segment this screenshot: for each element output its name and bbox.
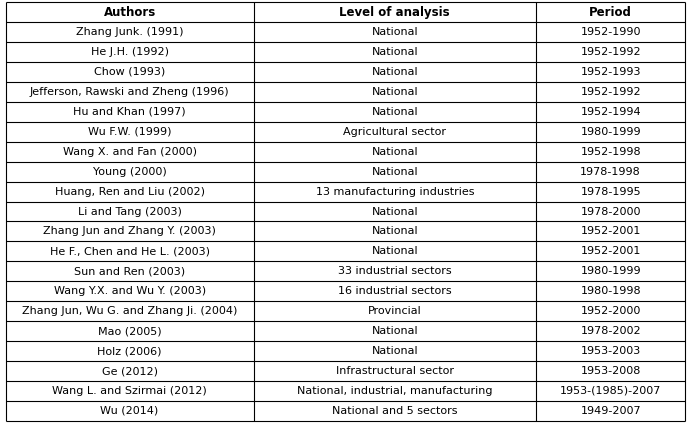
Text: Huang, Ren and Liu (2002): Huang, Ren and Liu (2002) bbox=[55, 187, 205, 197]
Text: 1980-1999: 1980-1999 bbox=[580, 127, 641, 137]
Text: Young (2000): Young (2000) bbox=[93, 167, 167, 177]
Text: National: National bbox=[372, 107, 418, 117]
Text: Chow (1993): Chow (1993) bbox=[94, 67, 165, 77]
Text: 1978-1998: 1978-1998 bbox=[580, 167, 641, 177]
Text: National: National bbox=[372, 246, 418, 256]
Text: Zhang Jun, Wu G. and Zhang Ji. (2004): Zhang Jun, Wu G. and Zhang Ji. (2004) bbox=[22, 306, 237, 316]
Text: National: National bbox=[372, 226, 418, 236]
Text: Infrastructural sector: Infrastructural sector bbox=[336, 366, 454, 376]
Text: National, industrial, manufacturing: National, industrial, manufacturing bbox=[297, 386, 493, 396]
Text: 1953-2003: 1953-2003 bbox=[580, 346, 641, 356]
Text: 1980-1999: 1980-1999 bbox=[580, 266, 641, 276]
Text: 1978-1995: 1978-1995 bbox=[580, 187, 641, 197]
Text: National: National bbox=[372, 47, 418, 57]
Text: 16 industrial sectors: 16 industrial sectors bbox=[338, 286, 452, 296]
Text: 1952-2001: 1952-2001 bbox=[580, 246, 641, 256]
Text: National: National bbox=[372, 326, 418, 336]
Text: 13 manufacturing industries: 13 manufacturing industries bbox=[316, 187, 474, 197]
Text: Ge (2012): Ge (2012) bbox=[102, 366, 158, 376]
Text: 1953-(1985)-2007: 1953-(1985)-2007 bbox=[560, 386, 661, 396]
Text: 1949-2007: 1949-2007 bbox=[580, 406, 641, 416]
Text: National: National bbox=[372, 27, 418, 37]
Text: National: National bbox=[372, 167, 418, 177]
Text: Sun and Ren (2003): Sun and Ren (2003) bbox=[74, 266, 185, 276]
Text: National: National bbox=[372, 67, 418, 77]
Text: Wang X. and Fan (2000): Wang X. and Fan (2000) bbox=[63, 147, 197, 157]
Text: 1952-2001: 1952-2001 bbox=[580, 226, 641, 236]
Text: Wang L. and Szirmai (2012): Wang L. and Szirmai (2012) bbox=[53, 386, 207, 396]
Text: Wu F.W. (1999): Wu F.W. (1999) bbox=[88, 127, 171, 137]
Text: Wu (2014): Wu (2014) bbox=[100, 406, 159, 416]
Text: 1952-1992: 1952-1992 bbox=[580, 47, 641, 57]
Text: National: National bbox=[372, 147, 418, 157]
Text: 1978-2000: 1978-2000 bbox=[580, 206, 641, 217]
Text: Zhang Jun and Zhang Y. (2003): Zhang Jun and Zhang Y. (2003) bbox=[43, 226, 216, 236]
Text: Mao (2005): Mao (2005) bbox=[98, 326, 162, 336]
Text: Authors: Authors bbox=[104, 5, 155, 19]
Text: National: National bbox=[372, 87, 418, 97]
Text: Jefferson, Rawski and Zheng (1996): Jefferson, Rawski and Zheng (1996) bbox=[30, 87, 229, 97]
Text: Hu and Khan (1997): Hu and Khan (1997) bbox=[73, 107, 186, 117]
Text: Agricultural sector: Agricultural sector bbox=[343, 127, 446, 137]
Text: 1952-1994: 1952-1994 bbox=[580, 107, 641, 117]
Text: 1953-2008: 1953-2008 bbox=[580, 366, 641, 376]
Text: National and 5 sectors: National and 5 sectors bbox=[332, 406, 457, 416]
Text: 1980-1998: 1980-1998 bbox=[580, 286, 641, 296]
Text: Provincial: Provincial bbox=[368, 306, 422, 316]
Text: Li and Tang (2003): Li and Tang (2003) bbox=[77, 206, 182, 217]
Text: Holz (2006): Holz (2006) bbox=[97, 346, 162, 356]
Text: 1952-1998: 1952-1998 bbox=[580, 147, 641, 157]
Text: 1952-2000: 1952-2000 bbox=[580, 306, 641, 316]
Text: Period: Period bbox=[589, 5, 632, 19]
Text: National: National bbox=[372, 346, 418, 356]
Text: 33 industrial sectors: 33 industrial sectors bbox=[338, 266, 452, 276]
Text: 1952-1992: 1952-1992 bbox=[580, 87, 641, 97]
Text: Level of analysis: Level of analysis bbox=[339, 5, 450, 19]
Text: 1952-1993: 1952-1993 bbox=[580, 67, 641, 77]
Text: He F., Chen and He L. (2003): He F., Chen and He L. (2003) bbox=[50, 246, 209, 256]
Text: National: National bbox=[372, 206, 418, 217]
Text: Wang Y.X. and Wu Y. (2003): Wang Y.X. and Wu Y. (2003) bbox=[54, 286, 206, 296]
Text: 1978-2002: 1978-2002 bbox=[580, 326, 641, 336]
Text: 1952-1990: 1952-1990 bbox=[580, 27, 641, 37]
Text: He J.H. (1992): He J.H. (1992) bbox=[91, 47, 169, 57]
Text: Zhang Junk. (1991): Zhang Junk. (1991) bbox=[76, 27, 183, 37]
